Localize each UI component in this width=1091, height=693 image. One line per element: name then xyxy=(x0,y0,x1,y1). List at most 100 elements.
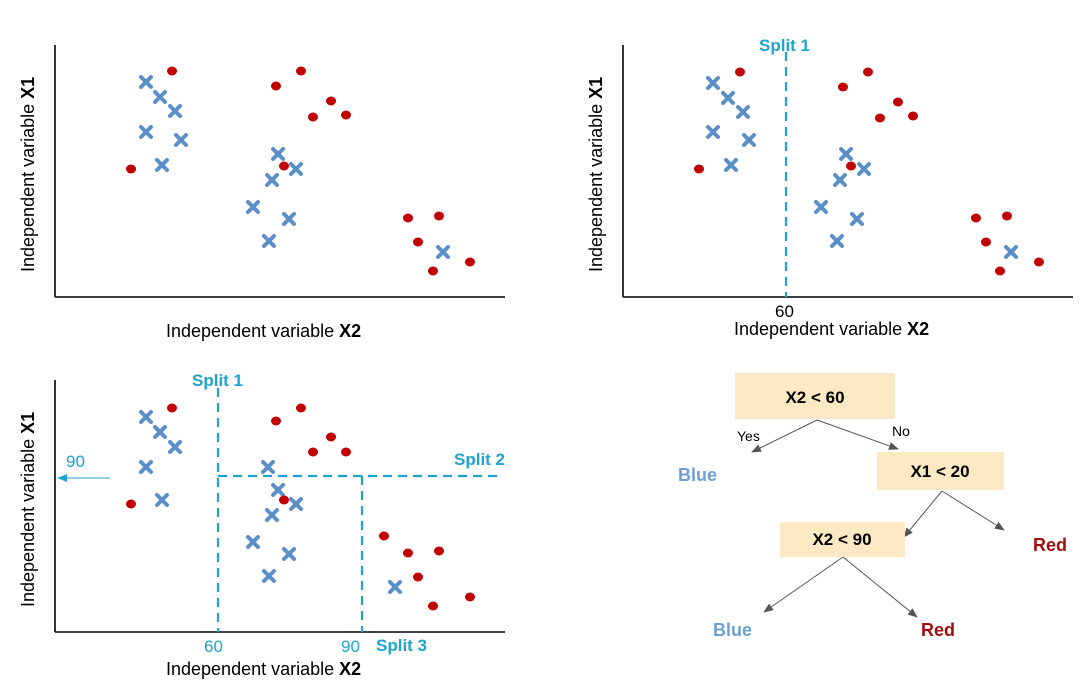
blue-x-marker xyxy=(139,125,153,139)
blue-x-marker xyxy=(742,133,756,147)
red-dot-marker xyxy=(735,67,745,77)
red-dot-marker xyxy=(434,546,444,556)
red-dot-marker xyxy=(465,592,475,602)
split-3-label: Split 3 xyxy=(376,636,427,655)
split-1-label: Split 1 xyxy=(192,371,243,390)
blue-x-marker xyxy=(282,212,296,226)
red-dot-marker xyxy=(694,164,704,174)
red-dot-marker xyxy=(379,531,389,541)
blue-x-marker xyxy=(830,234,844,248)
red-dot-marker xyxy=(341,447,351,457)
edge-node3-left xyxy=(763,556,844,613)
red-dot-marker xyxy=(428,266,438,276)
red-dot-marker xyxy=(326,432,336,442)
red-dot-marker xyxy=(428,601,438,611)
tick-60: 60 xyxy=(775,302,794,321)
edge-root-yes xyxy=(751,419,818,453)
blue-x-marker xyxy=(139,460,153,474)
blue-x-marker xyxy=(724,158,738,172)
decision-tree: X2 < 60 Yes No X1 < 20 X2 < 90 Blue Red … xyxy=(678,373,1067,640)
blue-x-marker xyxy=(814,200,828,214)
blue-x-marker xyxy=(168,104,182,118)
red-dot-marker xyxy=(893,97,903,107)
node2-box xyxy=(877,452,1004,490)
blue-x-marker xyxy=(736,105,750,119)
blue-x-marker xyxy=(262,569,276,583)
red-dot-marker xyxy=(838,82,848,92)
leaf-red-1: Red xyxy=(1033,535,1067,555)
red-dot-marker xyxy=(271,416,281,426)
blue-x-marker xyxy=(265,508,279,522)
red-dot-marker xyxy=(875,113,885,123)
edge-node2-left xyxy=(903,490,943,538)
blue-x-marker xyxy=(857,162,871,176)
red-dot-marker xyxy=(465,257,475,267)
red-dot-marker xyxy=(279,495,289,505)
red-dot-marker xyxy=(413,572,423,582)
blue-x-marker xyxy=(262,234,276,248)
blue-x-marker xyxy=(706,76,720,90)
blue-x-marker xyxy=(155,493,169,507)
points-panel-3 xyxy=(126,403,475,611)
yes-label: Yes xyxy=(737,428,760,444)
points-panel-1 xyxy=(126,66,475,276)
red-dot-marker xyxy=(971,213,981,223)
root-node-box xyxy=(735,373,895,419)
node2-label: X1 < 20 xyxy=(910,462,969,481)
red-dot-marker xyxy=(271,81,281,91)
tick-90-y: 90 xyxy=(66,452,85,471)
blue-x-marker xyxy=(139,75,153,89)
red-dot-marker xyxy=(279,161,289,171)
red-dot-marker xyxy=(126,164,136,174)
blue-x-marker xyxy=(246,200,260,214)
blue-x-marker xyxy=(289,162,303,176)
blue-x-marker xyxy=(1004,245,1018,259)
blue-x-marker xyxy=(833,173,847,187)
split-1-label: Split 1 xyxy=(759,36,810,55)
red-dot-marker xyxy=(403,213,413,223)
blue-x-marker xyxy=(289,497,303,511)
leaf-blue-2: Blue xyxy=(713,620,752,640)
tick-90-x: 90 xyxy=(341,637,360,656)
blue-x-marker xyxy=(721,91,735,105)
red-dot-marker xyxy=(1002,211,1012,221)
edge-root-no xyxy=(816,419,899,450)
red-dot-marker xyxy=(296,403,306,413)
red-dot-marker xyxy=(908,111,918,121)
y-axis-label: Independent variable X1 xyxy=(18,77,38,272)
scatter-panel-2: Independent variable X1 Independent vari… xyxy=(586,36,1073,339)
blue-x-marker xyxy=(153,425,167,439)
red-dot-marker xyxy=(1034,257,1044,267)
tick-60: 60 xyxy=(204,637,223,656)
blue-x-marker xyxy=(839,147,853,161)
blue-x-marker xyxy=(850,212,864,226)
scatter-panel-3: Independent variable X1 Independent vari… xyxy=(18,371,505,679)
node3-label: X2 < 90 xyxy=(812,530,871,549)
blue-x-marker xyxy=(155,158,169,172)
blue-x-marker xyxy=(246,535,260,549)
x-axis-label: Independent variable X2 xyxy=(166,659,361,679)
split-2-label: Split 2 xyxy=(454,450,505,469)
red-dot-marker xyxy=(167,66,177,76)
blue-x-marker xyxy=(168,440,182,454)
red-dot-marker xyxy=(308,447,318,457)
blue-x-marker xyxy=(271,483,285,497)
blue-x-marker xyxy=(265,173,279,187)
scatter-panel-1: Independent variable X1 Independent vari… xyxy=(18,45,505,341)
x-axis-label: Independent variable X2 xyxy=(166,321,361,341)
blue-x-marker xyxy=(388,580,402,594)
red-dot-marker xyxy=(413,237,423,247)
blue-x-marker xyxy=(153,90,167,104)
y-axis-label: Independent variable X1 xyxy=(586,77,606,272)
red-dot-marker xyxy=(296,66,306,76)
red-dot-marker xyxy=(403,548,413,558)
root-node-label: X2 < 60 xyxy=(785,388,844,407)
red-dot-marker xyxy=(167,403,177,413)
node3-box xyxy=(780,522,905,557)
red-dot-marker xyxy=(308,112,318,122)
x-axis-label: Independent variable X2 xyxy=(734,319,929,339)
leaf-blue-1: Blue xyxy=(678,465,717,485)
red-dot-marker xyxy=(995,266,1005,276)
red-dot-marker xyxy=(341,110,351,120)
